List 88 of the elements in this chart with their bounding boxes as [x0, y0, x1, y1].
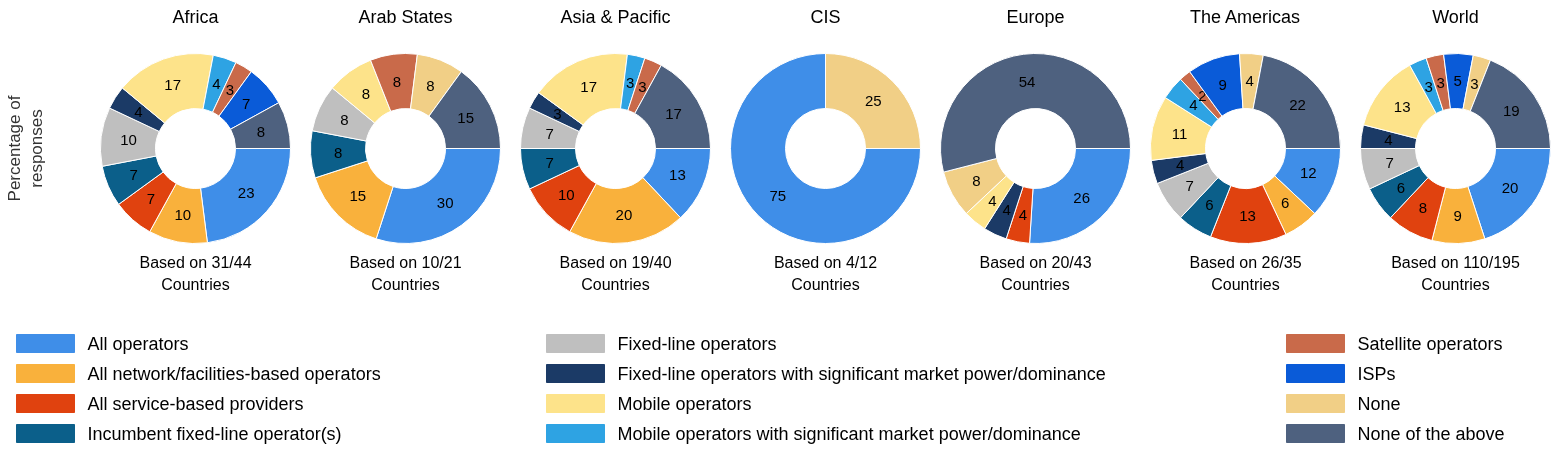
data-label: 11 — [1171, 124, 1188, 142]
legend-label: Satellite operators — [1357, 333, 1503, 354]
data-label: 13 — [1239, 206, 1256, 224]
data-label: 8 — [340, 110, 349, 128]
data-label: 8 — [426, 76, 435, 94]
data-label: 8 — [972, 172, 981, 190]
data-label: 10 — [120, 131, 137, 149]
legend-label: All service-based providers — [87, 393, 304, 414]
data-label: 7 — [146, 190, 156, 208]
data-label: 8 — [361, 84, 370, 102]
data-label: 4 — [1189, 96, 1198, 114]
data-label: 8 — [333, 143, 343, 161]
data-label: 20 — [1501, 179, 1519, 197]
data-label: 15 — [349, 187, 367, 205]
data-label: 17 — [580, 77, 598, 95]
data-label: 7 — [545, 124, 554, 142]
data-label: 12 — [1299, 164, 1317, 182]
data-label: 54 — [1018, 72, 1036, 90]
chart-title: CIS — [810, 6, 841, 27]
legend-label: None — [1357, 393, 1401, 414]
legend-label: Mobile operators — [617, 393, 752, 414]
data-label: 3 — [638, 77, 647, 95]
text: Based on 10/21 Countries — [349, 253, 462, 294]
chart-title: Arab States — [358, 6, 453, 27]
chart-title: Asia & Pacific — [560, 6, 671, 27]
data-label: 7 — [545, 154, 554, 172]
data-label: 4 — [988, 191, 997, 209]
text: Percentage of responses — [4, 95, 47, 202]
data-label: 17 — [164, 75, 181, 93]
legend-label: Incumbent fixed-line operator(s) — [87, 423, 342, 444]
data-label: 7 — [241, 94, 251, 112]
text: Based on 19/40 Countries — [559, 253, 672, 294]
data-label: 23 — [237, 184, 255, 202]
data-label: 3 — [1424, 77, 1433, 95]
legend-label: Fixed-line operators — [617, 333, 777, 354]
data-label: 20 — [615, 206, 633, 224]
data-label: 6 — [1396, 179, 1406, 197]
data-label: 3 — [553, 105, 562, 123]
data-label: 30 — [436, 194, 454, 212]
data-label: 8 — [392, 72, 402, 90]
data-label: 10 — [174, 205, 192, 223]
data-label: 15 — [457, 108, 474, 126]
chart-title: The Americas — [1189, 6, 1301, 27]
data-label: 22 — [1289, 96, 1306, 114]
data-label: 8 — [1418, 198, 1428, 216]
data-label: 5 — [1453, 72, 1462, 90]
data-label: 26 — [1073, 188, 1091, 206]
data-label: 3 — [225, 81, 235, 99]
data-label: 19 — [1502, 101, 1520, 119]
data-label: 6 — [1205, 196, 1214, 214]
data-label: 10 — [557, 185, 575, 203]
legend-label: Mobile operators with significant market power/dominance — [617, 423, 1081, 444]
legend-label: None of the above — [1357, 423, 1505, 444]
data-label: 4 — [1175, 156, 1185, 174]
data-label: 3 — [1470, 74, 1479, 92]
data-label: 4 — [1245, 72, 1254, 90]
data-label: 7 — [1185, 177, 1194, 195]
data-label: 4 — [134, 103, 143, 121]
data-label: 7 — [129, 166, 138, 184]
text: Based on 31/44 Countries — [139, 253, 252, 294]
data-label: 9 — [1453, 206, 1462, 224]
legend-label: All operators — [87, 333, 189, 354]
text: Based on 26/35 Countries — [1189, 253, 1302, 294]
chart-title: Africa — [172, 6, 220, 27]
data-label: 25 — [864, 91, 882, 109]
legend-label: All network/facilities-based operators — [87, 363, 381, 384]
data-label: 4 — [1002, 200, 1011, 218]
data-label: 4 — [1384, 131, 1393, 149]
data-label: 4 — [1018, 205, 1028, 223]
data-label: 17 — [665, 105, 682, 123]
data-label: 13 — [1393, 98, 1411, 116]
legend-label: Fixed-line operators with significant market power/dominance — [617, 363, 1106, 384]
data-label: 3 — [1436, 73, 1445, 91]
text: Based on 4/12 Countries — [773, 253, 878, 294]
data-label: 2 — [1198, 87, 1207, 105]
text: Based on 110/195 Countries — [1391, 253, 1520, 294]
data-label: 9 — [1218, 75, 1227, 93]
legend-label: ISPs — [1357, 363, 1396, 384]
data-label: 8 — [256, 122, 266, 140]
data-label: 4 — [212, 75, 221, 93]
text: Based on 20/43 Countries — [979, 253, 1092, 294]
data-label: 3 — [626, 73, 635, 91]
data-label: 6 — [1281, 194, 1290, 212]
data-label: 7 — [1385, 154, 1394, 172]
data-label: 13 — [669, 166, 686, 184]
chart-title: Europe — [1006, 6, 1065, 27]
data-label: 75 — [769, 187, 787, 205]
chart-title: World — [1432, 6, 1479, 27]
